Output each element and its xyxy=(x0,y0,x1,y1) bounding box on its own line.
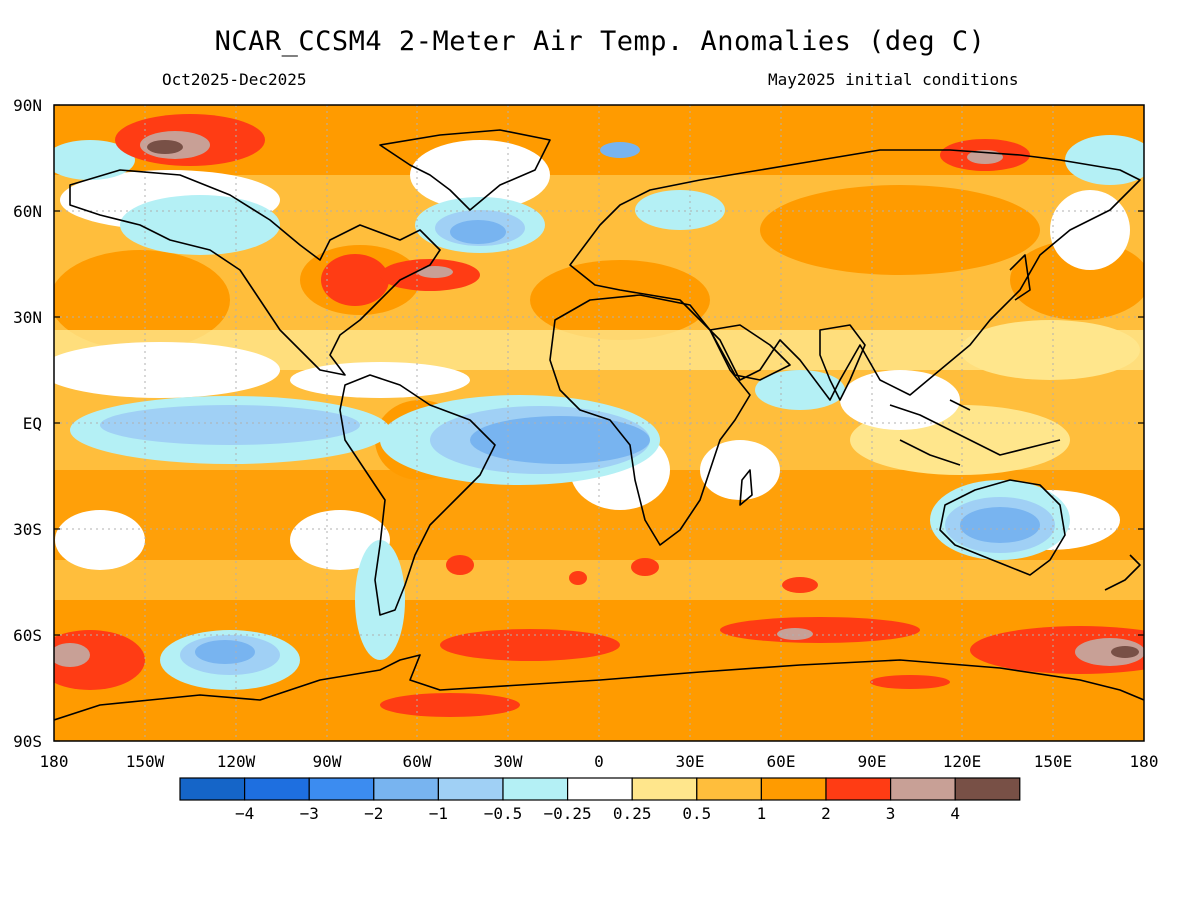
lon-label: 180 xyxy=(1130,752,1159,771)
colorbar-swatch xyxy=(437,777,504,801)
lon-label: 180 xyxy=(40,752,69,771)
lon-label: 90E xyxy=(858,752,887,771)
coast-south-america xyxy=(339,374,496,616)
coast-greenland xyxy=(379,129,551,211)
lon-label: 30W xyxy=(494,752,523,771)
coast-maritime-asia xyxy=(889,399,1061,466)
coast-new-zealand xyxy=(1104,554,1141,591)
forecast-period: Oct2025-Dec2025 xyxy=(162,70,307,89)
colorbar-label: −0.5 xyxy=(484,804,523,823)
colorbar-swatch xyxy=(179,777,246,801)
colorbar-swatch xyxy=(244,777,310,801)
colorbar-swatch xyxy=(760,777,827,801)
colorbar-swatch xyxy=(631,777,698,801)
colorbar: −4 −3 −2 −1 −0.5 −0.25 0.25 0.5 1 2 3 4 xyxy=(179,777,1021,823)
lat-label: 90S xyxy=(13,732,42,751)
axis-ticks xyxy=(54,104,1144,742)
colorbar-swatch xyxy=(825,777,892,801)
colorbar-label: 4 xyxy=(950,804,960,823)
coast-north-america xyxy=(69,169,441,376)
colorbar-swatch xyxy=(308,777,375,801)
coast-madagascar xyxy=(739,469,753,506)
colorbar-label: 0.25 xyxy=(613,804,652,823)
colorbar-label: 1 xyxy=(757,804,767,823)
coast-africa xyxy=(549,294,751,546)
lat-label: 60S xyxy=(13,626,42,645)
lat-label: 60N xyxy=(13,202,42,221)
coastlines xyxy=(54,129,1144,721)
coast-australia xyxy=(939,479,1066,576)
latitude-labels: 90N 60N 30N EQ 30S 60S 90S xyxy=(13,96,42,751)
colorbar-swatch xyxy=(502,777,569,801)
colorbar-swatch xyxy=(373,777,439,801)
colorbar-label: −2 xyxy=(364,804,383,823)
coast-arabia xyxy=(709,324,791,381)
colorbar-swatch xyxy=(566,777,633,801)
colorbar-label: 3 xyxy=(886,804,896,823)
colorbar-label: −1 xyxy=(429,804,448,823)
lon-label: 120W xyxy=(217,752,256,771)
lat-label: 90N xyxy=(13,96,42,115)
coast-japan xyxy=(1009,254,1031,301)
graticule xyxy=(54,105,1144,741)
colorbar-label: 2 xyxy=(821,804,831,823)
colorbar-label: 0.5 xyxy=(682,804,711,823)
lon-label: 150W xyxy=(126,752,165,771)
colorbar-swatch xyxy=(954,777,1021,801)
lon-label: 90W xyxy=(313,752,342,771)
coast-india xyxy=(819,324,866,401)
lat-label: EQ xyxy=(23,414,42,433)
lon-label: 150E xyxy=(1034,752,1073,771)
coast-antarctica xyxy=(54,654,1144,721)
lon-label: 120E xyxy=(943,752,982,771)
coast-eurasia xyxy=(569,149,1141,401)
colorbar-label: −4 xyxy=(235,804,254,823)
map-title: NCAR_CCSM4 2-Meter Air Temp. Anomalies (… xyxy=(214,26,986,57)
lat-label: 30N xyxy=(13,308,42,327)
colorbar-label: −0.25 xyxy=(544,804,592,823)
lon-label: 60W xyxy=(403,752,432,771)
colorbar-swatch xyxy=(889,777,956,801)
lon-label: 0 xyxy=(594,752,604,771)
lat-label: 30S xyxy=(13,520,42,539)
colorbar-swatch xyxy=(696,777,762,801)
lon-label: 60E xyxy=(767,752,796,771)
longitude-labels: 180 150W 120W 90W 60W 30W 0 30E 60E 90E … xyxy=(40,752,1159,771)
colorbar-label: −3 xyxy=(300,804,319,823)
initial-conditions: May2025 initial conditions xyxy=(768,70,1019,89)
lon-label: 30E xyxy=(676,752,705,771)
